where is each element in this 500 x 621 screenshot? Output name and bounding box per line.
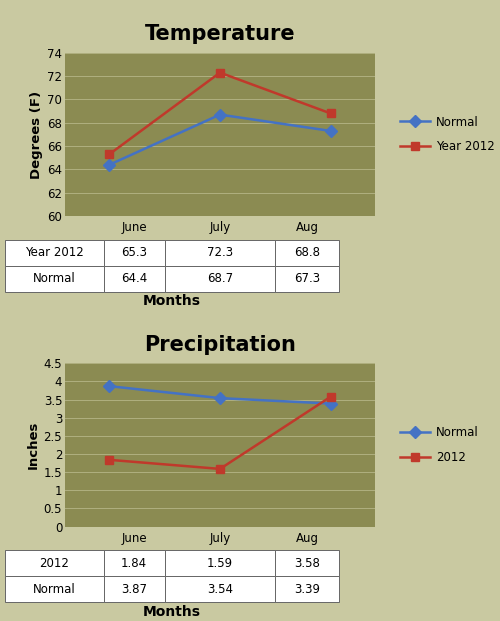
Text: 67.3: 67.3: [294, 273, 320, 285]
Text: 1.84: 1.84: [121, 557, 148, 569]
Text: 68.8: 68.8: [294, 247, 320, 259]
Text: 65.3: 65.3: [121, 247, 147, 259]
Text: Year 2012: Year 2012: [25, 247, 84, 259]
Text: Temperature: Temperature: [144, 24, 296, 44]
Text: Months: Months: [143, 605, 201, 619]
Y-axis label: Inches: Inches: [26, 421, 40, 469]
Line: 2012: 2012: [105, 392, 335, 473]
Normal: [106, 383, 112, 390]
Line: Normal: Normal: [105, 382, 335, 408]
2012: [217, 465, 223, 473]
Y-axis label: Degrees (F): Degrees (F): [30, 91, 43, 178]
Text: 68.7: 68.7: [207, 273, 233, 285]
Year 2012: [217, 69, 223, 76]
Year 2012: [106, 150, 112, 158]
Text: 1.59: 1.59: [207, 557, 233, 569]
Text: 3.39: 3.39: [294, 583, 320, 596]
Normal: [328, 127, 334, 135]
Text: Precipitation: Precipitation: [144, 335, 296, 355]
Legend: Normal, Year 2012: Normal, Year 2012: [394, 109, 500, 160]
2012: [106, 456, 112, 463]
Line: Year 2012: Year 2012: [105, 68, 335, 158]
2012: [328, 393, 334, 401]
Normal: [217, 111, 223, 119]
Text: 3.54: 3.54: [207, 583, 233, 596]
Text: Months: Months: [143, 294, 201, 308]
Normal: [328, 400, 334, 407]
Text: 64.4: 64.4: [121, 273, 148, 285]
Text: Aug: Aug: [296, 222, 318, 234]
Line: Normal: Normal: [105, 111, 335, 169]
Year 2012: [328, 110, 334, 117]
Text: July: July: [210, 222, 231, 234]
Text: 72.3: 72.3: [207, 247, 233, 259]
Legend: Normal, 2012: Normal, 2012: [394, 419, 486, 471]
Normal: [106, 161, 112, 168]
Normal: [217, 394, 223, 402]
Text: 2012: 2012: [40, 557, 70, 569]
Text: June: June: [122, 532, 147, 545]
Text: 3.58: 3.58: [294, 557, 320, 569]
Text: Normal: Normal: [33, 583, 76, 596]
Text: Aug: Aug: [296, 532, 318, 545]
Text: Normal: Normal: [33, 273, 76, 285]
Text: July: July: [210, 532, 231, 545]
Text: 3.87: 3.87: [121, 583, 147, 596]
Text: June: June: [122, 222, 147, 234]
